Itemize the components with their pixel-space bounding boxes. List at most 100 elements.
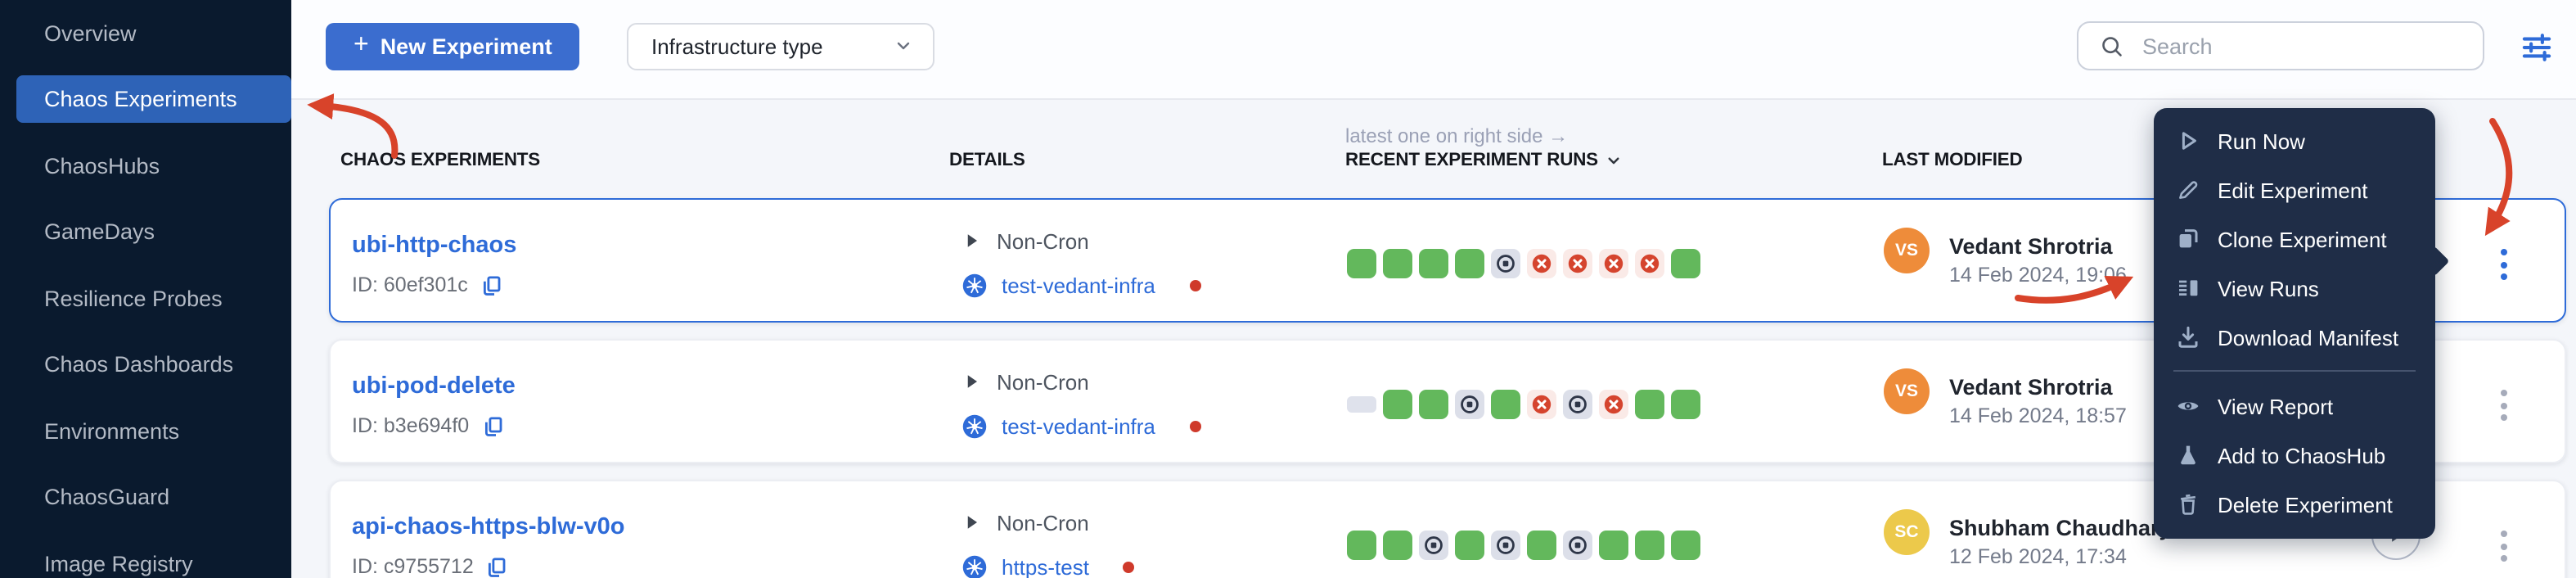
run-status-cell[interactable]: [1455, 531, 1484, 560]
pencil-icon: [2175, 177, 2201, 203]
context-menu-item-label: Clone Experiment: [2218, 227, 2387, 251]
chevron-down-icon[interactable]: [1605, 151, 1624, 170]
sidebar-item[interactable]: Image Registry: [0, 531, 291, 578]
schedule-play-icon: [967, 234, 977, 247]
sidebar-list: Overview Chaos Experiments ChaosHubs Gam…: [0, 0, 291, 578]
run-status-cell[interactable]: [1599, 249, 1628, 278]
avatar: VS: [1884, 368, 1930, 414]
filter-sliders-icon[interactable]: [2517, 28, 2556, 67]
sidebar-item[interactable]: Chaos Experiments: [16, 75, 291, 124]
context-menu-item[interactable]: View Runs: [2154, 264, 2435, 313]
row-menu-kebab-icon[interactable]: [2496, 531, 2512, 562]
run-status-cell[interactable]: [1635, 531, 1664, 560]
experiment-name-block: ubi-pod-delete ID: b3e694f0: [352, 372, 516, 439]
search-icon: [2102, 36, 2122, 56]
play-icon: [2175, 128, 2201, 154]
last-modified-block: VS Vedant Shrotria 14 Feb 2024, 18:57: [1884, 368, 2127, 427]
infrastructure-link[interactable]: test-vedant-infra: [1002, 414, 1155, 439]
run-status-cell[interactable]: [1347, 396, 1376, 413]
run-status-cell[interactable]: [1419, 531, 1448, 560]
run-status-cell[interactable]: [1635, 390, 1664, 419]
copy-icon[interactable]: [480, 273, 504, 297]
context-menu-item[interactable]: Delete Experiment: [2154, 480, 2435, 529]
row-context-menu: Run Now Edit Experiment Clone Experiment…: [2154, 108, 2450, 539]
column-header-details: DETAILS: [949, 151, 1025, 170]
kubernetes-icon: [962, 273, 987, 298]
new-experiment-button[interactable]: + New Experiment: [326, 22, 580, 70]
experiment-details-block: Non-Cron https-test: [962, 508, 1135, 578]
experiment-name-link[interactable]: ubi-http-chaos: [352, 233, 517, 259]
run-status-cell[interactable]: [1419, 390, 1448, 419]
run-status-cell[interactable]: [1383, 531, 1412, 560]
context-menu-item[interactable]: Download Manifest: [2154, 313, 2435, 362]
download-icon: [2175, 324, 2201, 350]
run-status-cell[interactable]: [1599, 390, 1628, 419]
plus-icon: +: [354, 31, 369, 59]
run-status-cell[interactable]: [1455, 390, 1484, 419]
row-menu-kebab-icon[interactable]: [2496, 249, 2512, 280]
sidebar-item[interactable]: Environments: [0, 398, 291, 464]
run-status-cell[interactable]: [1563, 249, 1592, 278]
run-status-cell[interactable]: [1671, 390, 1700, 419]
run-status-cell[interactable]: [1527, 390, 1556, 419]
run-status-cell[interactable]: [1491, 249, 1520, 278]
row-menu-kebab-icon[interactable]: [2496, 390, 2512, 421]
sidebar-item-label: Chaos Dashboards: [44, 352, 234, 377]
stopped-icon: [1497, 255, 1515, 273]
stopped-icon: [1569, 536, 1587, 554]
run-status-cell[interactable]: [1671, 531, 1700, 560]
context-menu-item[interactable]: Clone Experiment: [2154, 214, 2435, 264]
sidebar-item[interactable]: ChaosGuard: [0, 464, 291, 531]
context-menu-item[interactable]: Edit Experiment: [2154, 165, 2435, 214]
sidebar-item[interactable]: ChaosHubs: [0, 133, 291, 199]
sidebar-item[interactable]: Resilience Probes: [0, 265, 291, 332]
recent-runs-header-label: RECENT EXPERIMENT RUNS: [1345, 151, 1598, 170]
run-status-cell[interactable]: [1671, 249, 1700, 278]
context-menu-item[interactable]: Run Now: [2154, 116, 2435, 165]
run-status-cell[interactable]: [1347, 249, 1376, 278]
run-status-cell[interactable]: [1599, 531, 1628, 560]
modified-by-name: Vedant Shrotria: [1949, 375, 2113, 400]
search-input[interactable]: [2139, 32, 2466, 60]
run-status-cell[interactable]: [1419, 249, 1448, 278]
sidebar-item-label: GameDays: [44, 219, 155, 245]
context-menu-divider: [2173, 370, 2416, 372]
modified-date: 12 Feb 2024, 17:34: [1949, 545, 2127, 568]
run-status-cell[interactable]: [1455, 249, 1484, 278]
run-status-cell[interactable]: [1527, 249, 1556, 278]
clone-icon: [2175, 226, 2201, 252]
schedule-type: Non-Cron: [997, 510, 1089, 535]
run-status-cell[interactable]: [1383, 390, 1412, 419]
run-status-cell[interactable]: [1491, 390, 1520, 419]
flask-icon: [2175, 442, 2201, 468]
run-status-cell[interactable]: [1563, 390, 1592, 419]
recent-runs-strip: [1347, 249, 1700, 278]
run-status-cell[interactable]: [1527, 531, 1556, 560]
copy-icon[interactable]: [480, 413, 505, 438]
sidebar-item[interactable]: Overview: [0, 0, 291, 66]
run-status-cell[interactable]: [1491, 531, 1520, 560]
schedule-type: Non-Cron: [997, 369, 1089, 394]
copy-icon[interactable]: [485, 554, 510, 578]
experiment-name-block: api-chaos-https-blw-v0o ID: c9755712: [352, 513, 625, 578]
context-menu-item[interactable]: View Report: [2154, 382, 2435, 431]
infrastructure-type-select[interactable]: Infrastructure type: [627, 22, 934, 70]
infrastructure-link[interactable]: test-vedant-infra: [1002, 273, 1155, 298]
experiment-name-link[interactable]: api-chaos-https-blw-v0o: [352, 514, 625, 540]
avatar: SC: [1884, 509, 1930, 555]
infra-status-dot: [1189, 280, 1201, 291]
last-modified-block: VS Vedant Shrotria 14 Feb 2024, 19:06: [1884, 228, 2127, 287]
experiment-name-link[interactable]: ubi-pod-delete: [352, 373, 516, 400]
run-status-cell[interactable]: [1347, 531, 1376, 560]
run-status-cell[interactable]: [1383, 249, 1412, 278]
kubernetes-icon: [962, 555, 987, 578]
context-menu-item-label: Edit Experiment: [2218, 178, 2368, 202]
sidebar-item[interactable]: GameDays: [0, 199, 291, 265]
context-menu-item[interactable]: Add to ChaosHub: [2154, 431, 2435, 480]
column-header-experiments: CHAOS EXPERIMENTS: [340, 151, 541, 170]
run-status-cell[interactable]: [1635, 249, 1664, 278]
infrastructure-link[interactable]: https-test: [1002, 555, 1089, 578]
sidebar-item[interactable]: Chaos Dashboards: [0, 332, 291, 398]
run-status-cell[interactable]: [1563, 531, 1592, 560]
failed-icon: [1640, 254, 1660, 273]
